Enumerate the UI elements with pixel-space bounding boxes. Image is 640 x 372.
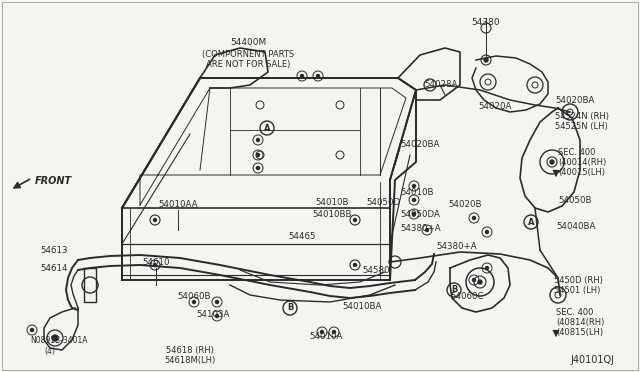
Text: 54010BA: 54010BA <box>342 302 381 311</box>
Text: (40815(LH): (40815(LH) <box>556 328 603 337</box>
Circle shape <box>317 74 319 77</box>
Text: 54618 (RH): 54618 (RH) <box>166 346 214 355</box>
Text: 54613: 54613 <box>40 246 67 255</box>
Circle shape <box>486 231 488 234</box>
Text: 54465: 54465 <box>288 232 316 241</box>
Text: 5450D (RH): 5450D (RH) <box>554 276 603 285</box>
Text: (40814(RH): (40814(RH) <box>556 318 604 327</box>
Text: A: A <box>528 218 534 227</box>
Circle shape <box>353 263 356 266</box>
Text: SEC. 400: SEC. 400 <box>558 148 595 157</box>
Circle shape <box>413 185 415 187</box>
Circle shape <box>550 160 554 164</box>
Text: FRONT: FRONT <box>35 176 72 186</box>
Text: 54614: 54614 <box>40 264 67 273</box>
Circle shape <box>486 266 488 269</box>
Text: 54020BA: 54020BA <box>555 96 595 105</box>
Text: A: A <box>264 124 270 132</box>
Circle shape <box>154 263 157 266</box>
Circle shape <box>333 330 335 334</box>
Text: 54580: 54580 <box>362 266 390 275</box>
Text: 54010A: 54010A <box>309 332 342 341</box>
Text: 54060C: 54060C <box>450 292 483 301</box>
Text: J40101QJ: J40101QJ <box>570 355 614 365</box>
Text: (40015(LH): (40015(LH) <box>558 168 605 177</box>
Circle shape <box>257 167 259 170</box>
Circle shape <box>193 301 195 304</box>
Circle shape <box>353 218 356 221</box>
Text: 54020B: 54020B <box>448 200 481 209</box>
Text: 54380+A: 54380+A <box>400 224 440 233</box>
Circle shape <box>321 330 323 334</box>
Text: 54010AA: 54010AA <box>158 200 198 209</box>
Text: (40014(RH): (40014(RH) <box>558 158 606 167</box>
Text: 54010BB: 54010BB <box>312 210 351 219</box>
Circle shape <box>484 58 488 62</box>
Text: 54380: 54380 <box>472 18 500 27</box>
Text: 54380+A: 54380+A <box>436 242 477 251</box>
Text: B: B <box>287 304 293 312</box>
Circle shape <box>413 199 415 202</box>
Circle shape <box>154 218 157 221</box>
Circle shape <box>472 217 476 219</box>
Text: 54010B: 54010B <box>315 198 349 207</box>
Text: 54020A: 54020A <box>478 102 511 111</box>
Text: N0891B-3401A: N0891B-3401A <box>30 336 88 345</box>
Circle shape <box>216 314 218 317</box>
Text: B: B <box>451 285 457 295</box>
Text: 54618M(LH): 54618M(LH) <box>164 356 216 365</box>
Text: 54400M: 54400M <box>230 38 266 47</box>
Text: (4): (4) <box>45 347 56 356</box>
Text: 54028A: 54028A <box>424 80 458 89</box>
Text: 54060B: 54060B <box>177 292 211 301</box>
Text: 54050B: 54050B <box>558 196 591 205</box>
Text: 54524N (RH): 54524N (RH) <box>555 112 609 121</box>
Text: 54050D: 54050D <box>366 198 400 207</box>
Text: 54103A: 54103A <box>196 310 230 319</box>
Circle shape <box>31 328 33 331</box>
Text: 54010B: 54010B <box>400 188 433 197</box>
Circle shape <box>257 154 259 157</box>
Text: 54610: 54610 <box>142 258 170 267</box>
Text: 54050DA: 54050DA <box>400 210 440 219</box>
Text: 54501 (LH): 54501 (LH) <box>554 286 600 295</box>
Circle shape <box>413 212 415 215</box>
Circle shape <box>52 335 58 341</box>
Text: 54525N (LH): 54525N (LH) <box>555 122 608 131</box>
Circle shape <box>216 301 218 304</box>
Text: 54020BA: 54020BA <box>400 140 440 149</box>
Text: (COMPORNENT PARTS: (COMPORNENT PARTS <box>202 50 294 59</box>
Text: ARE NOT FOR SALE): ARE NOT FOR SALE) <box>206 60 290 69</box>
Text: SEC. 400: SEC. 400 <box>556 308 593 317</box>
Circle shape <box>426 228 429 231</box>
Circle shape <box>301 74 303 77</box>
Circle shape <box>478 280 482 284</box>
Circle shape <box>257 138 259 141</box>
Circle shape <box>472 279 476 282</box>
Text: 54040BA: 54040BA <box>556 222 595 231</box>
